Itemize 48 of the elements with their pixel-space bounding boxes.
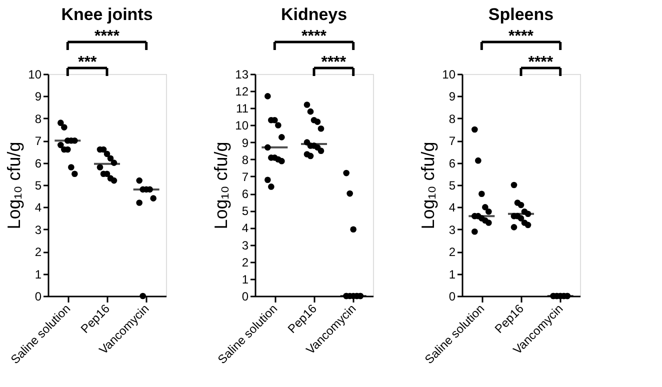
y-tick-label: 7: [34, 134, 42, 148]
y-tick-label: 11: [236, 102, 249, 116]
y-tick-label: 13: [235, 68, 249, 82]
y-tick-label: 0: [242, 290, 249, 304]
y-tick-label: 6: [34, 156, 42, 170]
y-tick-label: 6: [448, 156, 456, 170]
y-tick-label: 1: [34, 267, 42, 282]
y-tick-label: 5: [34, 178, 42, 192]
y-tick-label: 10: [442, 68, 456, 82]
text: ****: [321, 54, 347, 71]
y-tick-label: 4: [448, 200, 456, 215]
y-tick-label: 1: [242, 272, 249, 286]
chart-title: Kidneys: [280, 5, 348, 24]
y-tick-label: 10: [28, 68, 42, 82]
y-tick-label: 9: [448, 90, 456, 104]
y-axis-title: Log₁₀ cfu/g: [4, 142, 24, 230]
y-tick-label: 2: [242, 255, 249, 270]
text: ****: [302, 28, 328, 45]
y-tick-label: 2: [448, 245, 456, 260]
y-tick-label: 0: [448, 290, 456, 304]
y-tick-label: 3: [34, 222, 42, 237]
y-tick-label: 6: [242, 187, 249, 202]
y-tick-label: 9: [34, 90, 42, 104]
text: ****: [528, 54, 554, 71]
text: ***: [78, 54, 98, 71]
y-tick-label: 8: [242, 152, 249, 167]
text: ****: [94, 28, 120, 45]
y-tick-label: 8: [448, 112, 456, 126]
y-tick-label: 3: [448, 222, 456, 237]
y-tick-label: 2: [34, 245, 42, 260]
y-tick-label: 7: [448, 134, 456, 148]
y-tick-label: 10: [235, 118, 249, 133]
y-tick-label: 5: [448, 178, 456, 192]
chart-title: Spleens: [488, 5, 554, 24]
chart-title: Knee joints: [61, 5, 153, 24]
y-tick-label: 4: [242, 221, 249, 236]
y-tick-label: 3: [242, 238, 249, 252]
y-axis-title: Log₁₀ cfu/g: [211, 142, 232, 230]
y-axis-title: Log₁₀ cfu/g: [418, 142, 438, 230]
y-tick-label: 1: [448, 267, 456, 282]
y-tick-label: 7: [242, 170, 249, 184]
text: ****: [508, 28, 534, 45]
y-tick-label: 9: [242, 136, 249, 150]
y-tick-label: 4: [34, 200, 42, 215]
y-tick-label: 12: [235, 84, 249, 99]
y-tick-label: 0: [34, 290, 42, 304]
y-tick-label: 8: [34, 112, 42, 126]
y-tick-label: 5: [242, 204, 249, 218]
